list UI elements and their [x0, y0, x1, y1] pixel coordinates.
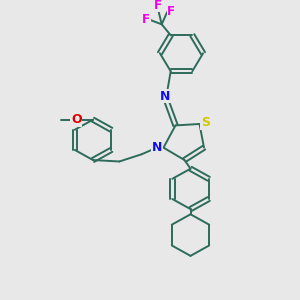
Text: F: F — [142, 13, 150, 26]
Text: S: S — [201, 116, 210, 129]
Text: O: O — [71, 113, 82, 126]
Text: F: F — [154, 0, 161, 12]
Text: N: N — [160, 90, 170, 103]
Text: F: F — [167, 5, 175, 18]
Text: N: N — [152, 141, 162, 154]
